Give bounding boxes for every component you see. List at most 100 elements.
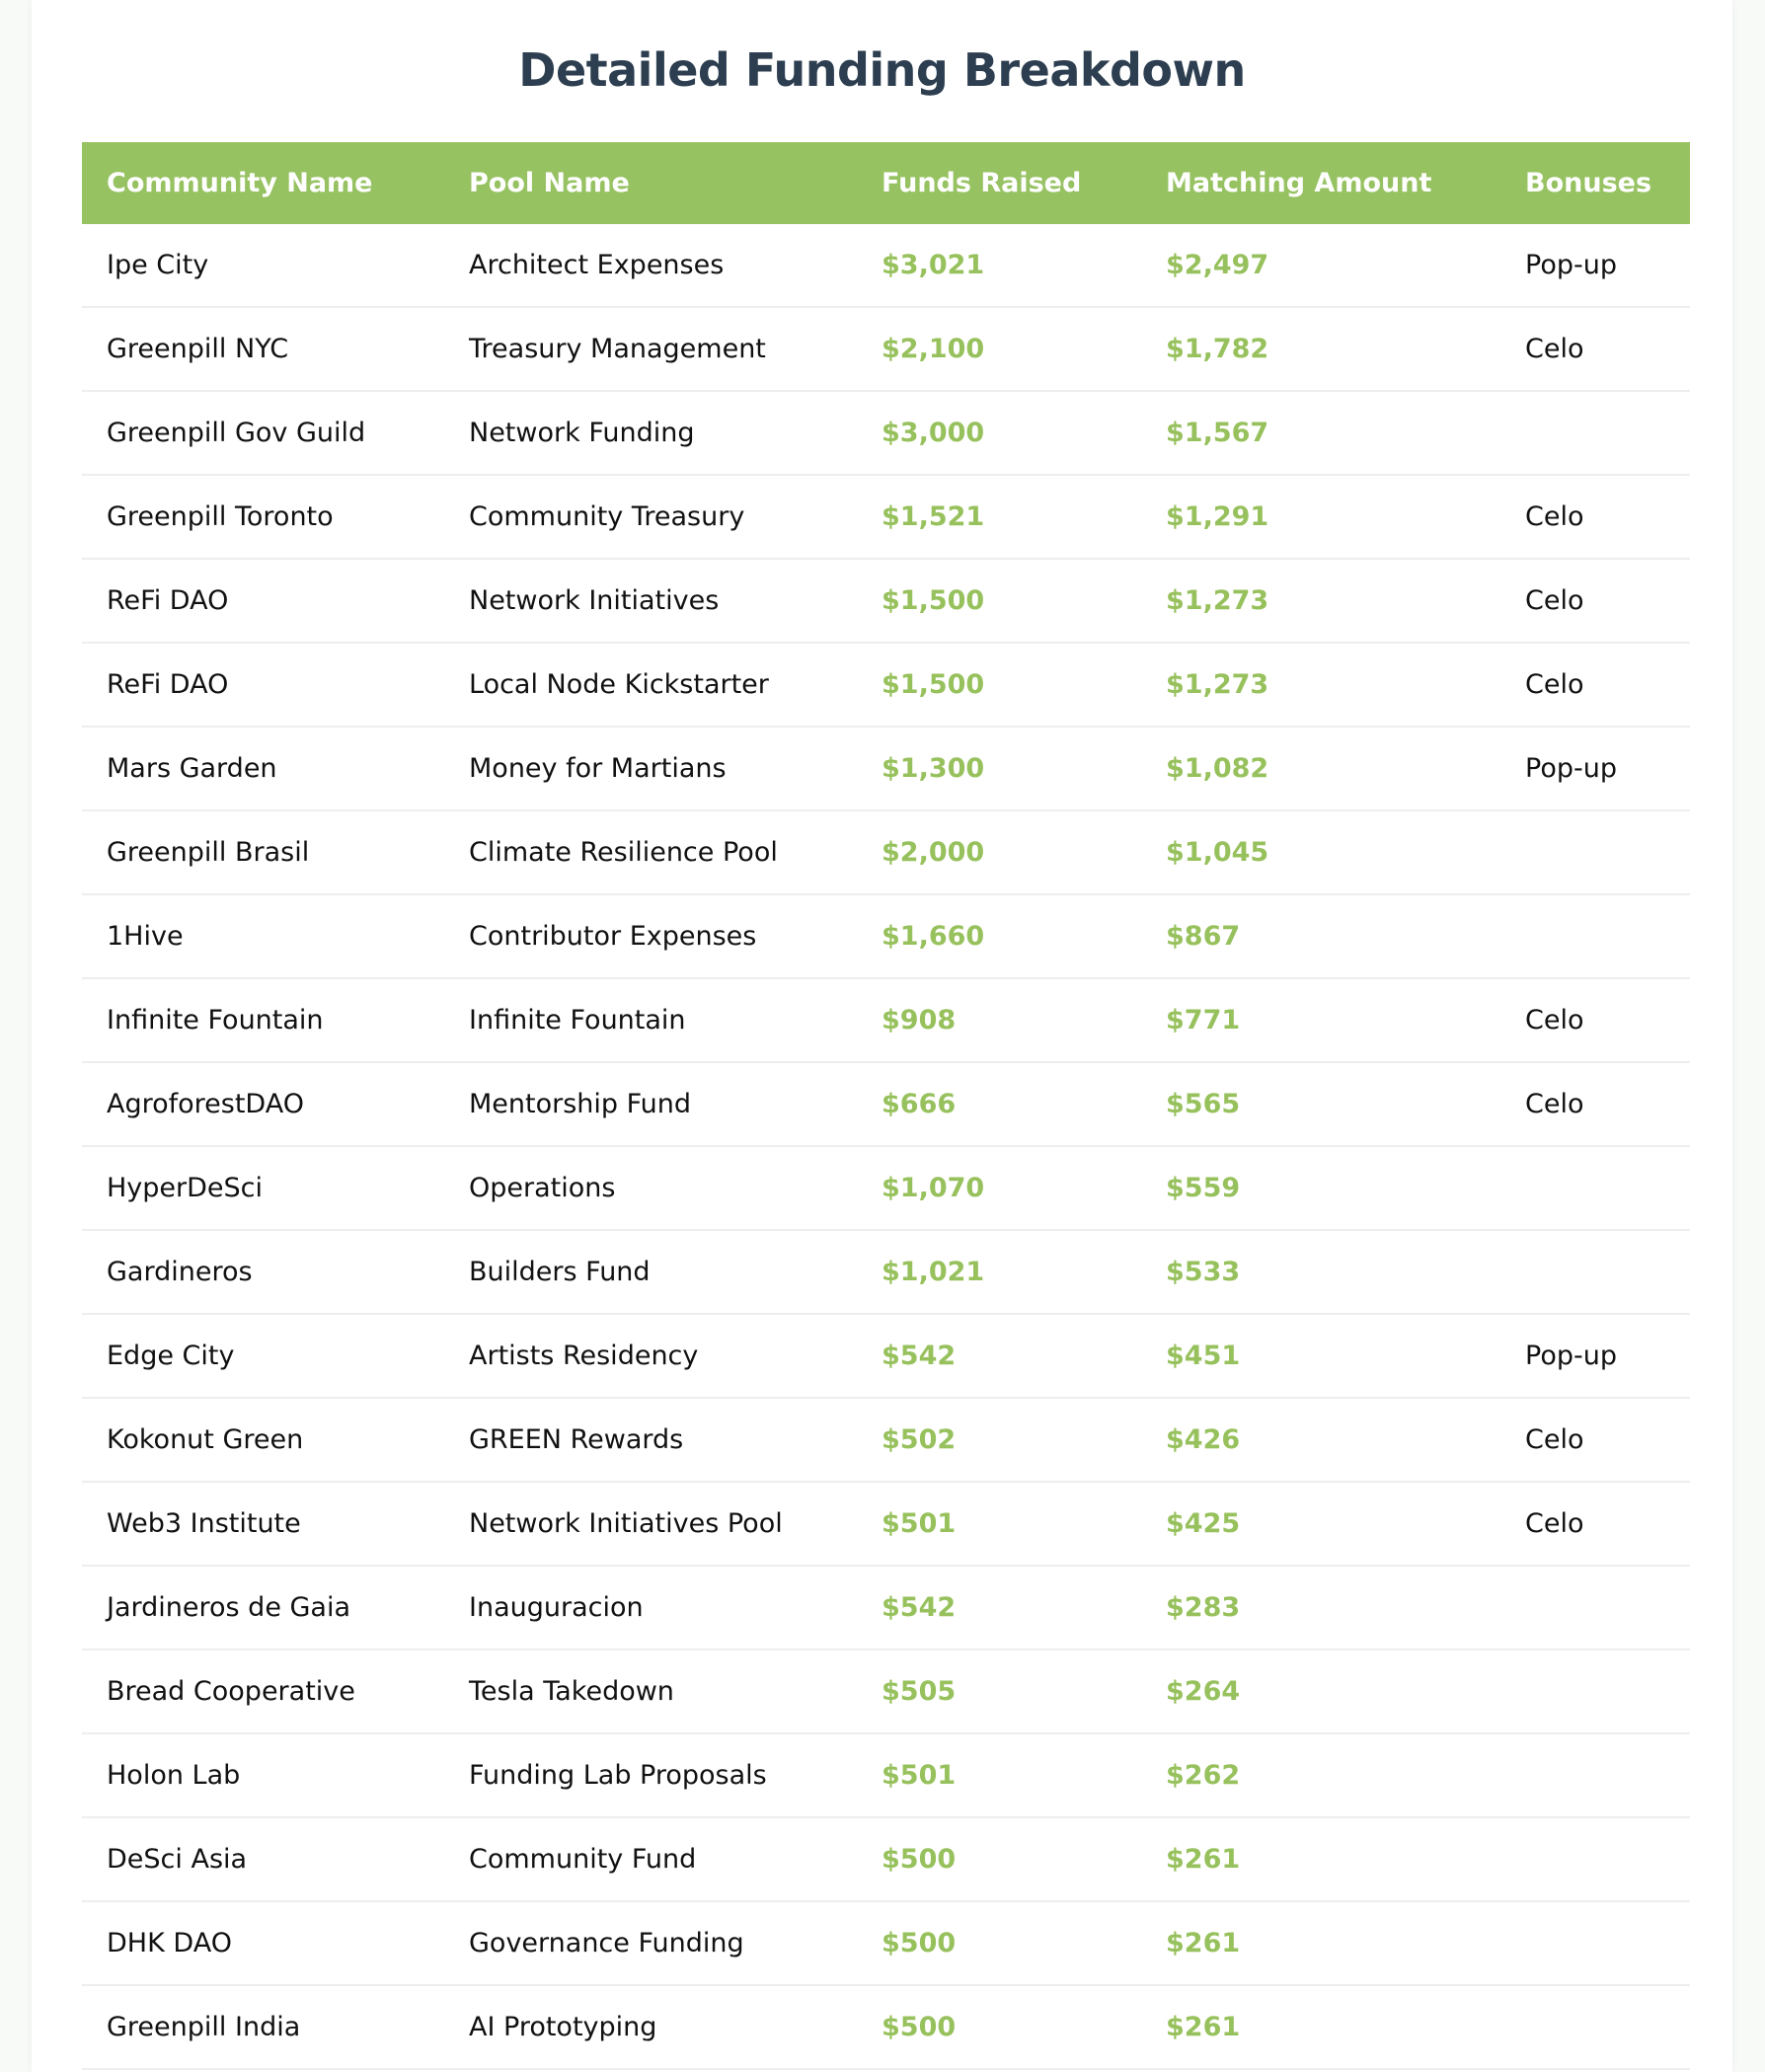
matching-amount-cell: $1,045 xyxy=(1141,810,1500,895)
table-row: Mars Garden Money for Martians $1,300 $1,08… xyxy=(82,727,1690,811)
pool-name-cell: Money for Martians xyxy=(444,727,857,811)
community-name-cell: DeSci Asia xyxy=(82,1817,444,1902)
community-name-cell: Infinite Fountain xyxy=(82,978,444,1063)
matching-amount-cell: $1,567 xyxy=(1141,391,1500,476)
table-row: Jardineros de Gaia Inauguracion $542 $283 xyxy=(82,1566,1690,1650)
bonus-cell: Celo xyxy=(1500,475,1690,560)
funds-raised-cell: $1,070 xyxy=(857,1146,1141,1231)
funds-raised-cell: $1,660 xyxy=(857,894,1141,979)
funds-raised-cell: $1,521 xyxy=(857,475,1141,560)
matching-amount-cell: $261 xyxy=(1141,1817,1500,1902)
bonus-cell: Pop-up xyxy=(1500,1314,1690,1399)
matching-amount-cell: $867 xyxy=(1141,894,1500,979)
column-header-pool[interactable]: Pool Name xyxy=(444,142,857,224)
pool-name-cell: Tesla Takedown xyxy=(444,1650,857,1734)
column-header-community[interactable]: Community Name xyxy=(82,142,444,224)
community-name-cell: Greenpill India xyxy=(82,1985,444,2070)
table-row: Web3 Institute Network Initiatives Pool $5… xyxy=(82,1482,1690,1567)
community-name-cell: AgroforestDAO xyxy=(82,1062,444,1147)
pool-name-cell: Inauguracion xyxy=(444,1566,857,1650)
matching-amount-cell: $771 xyxy=(1141,978,1500,1063)
pool-name-cell: Climate Resilience Pool xyxy=(444,810,857,895)
funds-raised-cell: $3,021 xyxy=(857,224,1141,308)
table-row: Gardineros Builders Fund $1,021 $533 xyxy=(82,1230,1690,1315)
table-row: 1Hive Contributor Expenses $1,660 $867 xyxy=(82,894,1690,979)
funds-raised-cell: $1,021 xyxy=(857,1230,1141,1315)
table-row: DHK DAO Governance Funding $500 $261 xyxy=(82,1901,1690,1986)
funds-raised-cell: $908 xyxy=(857,978,1141,1063)
bonus-cell xyxy=(1500,391,1690,476)
table-row: ReFi DAO Network Initiatives $1,500 $1,273 C… xyxy=(82,559,1690,644)
matching-amount-cell: $1,782 xyxy=(1141,307,1500,392)
funds-raised-cell: $505 xyxy=(857,1650,1141,1734)
matching-amount-cell: $559 xyxy=(1141,1146,1500,1231)
table-row: Greenpill Gov Guild Network Funding $3,000… xyxy=(82,391,1690,476)
matching-amount-cell: $426 xyxy=(1141,1398,1500,1483)
table-row: HyperDeSci Operations $1,070 $559 xyxy=(82,1146,1690,1231)
bonus-cell xyxy=(1500,1230,1690,1315)
table-row: Greenpill Brasil Climate Resilience Pool $… xyxy=(82,810,1690,895)
community-name-cell: DHK DAO xyxy=(82,1901,444,1986)
community-name-cell: HyperDeSci xyxy=(82,1146,444,1231)
matching-amount-cell: $1,291 xyxy=(1141,475,1500,560)
bonus-cell: Pop-up xyxy=(1500,224,1690,308)
pool-name-cell: GREEN Rewards xyxy=(444,1398,857,1483)
bonus-cell xyxy=(1500,1985,1690,2070)
bonus-cell: Celo xyxy=(1500,1062,1690,1147)
community-name-cell: Kokonut Green xyxy=(82,1398,444,1483)
funds-raised-cell: $666 xyxy=(857,1062,1141,1147)
pool-name-cell: Artists Residency xyxy=(444,1314,857,1399)
bonus-cell xyxy=(1500,894,1690,979)
pool-name-cell: Treasury Management xyxy=(444,307,857,392)
matching-amount-cell: $262 xyxy=(1141,1733,1500,1818)
bonus-cell: Celo xyxy=(1500,643,1690,728)
matching-amount-cell: $533 xyxy=(1141,1230,1500,1315)
community-name-cell: Edge City xyxy=(82,1314,444,1399)
column-header-bonuses[interactable]: Bonuses xyxy=(1500,142,1690,224)
bonus-cell: Celo xyxy=(1500,978,1690,1063)
bonus-cell xyxy=(1500,1733,1690,1818)
table-row: DeSci Asia Community Fund $500 $261 xyxy=(82,1817,1690,1902)
table-row: ReFi DAO Local Node Kickstarter $1,500 $1,2… xyxy=(82,643,1690,728)
pool-name-cell: Network Funding xyxy=(444,391,857,476)
pool-name-cell: Contributor Expenses xyxy=(444,894,857,979)
community-name-cell: Mars Garden xyxy=(82,727,444,811)
bonus-cell xyxy=(1500,1650,1690,1734)
matching-amount-cell: $451 xyxy=(1141,1314,1500,1399)
table-row: Greenpill Toronto Community Treasury $1,52… xyxy=(82,475,1690,560)
matching-amount-cell: $1,273 xyxy=(1141,559,1500,644)
pool-name-cell: AI Prototyping xyxy=(444,1985,857,2070)
bonus-cell xyxy=(1500,1146,1690,1231)
matching-amount-cell: $261 xyxy=(1141,1985,1500,2070)
bonus-cell xyxy=(1500,810,1690,895)
pool-name-cell: Operations xyxy=(444,1146,857,1231)
column-header-matching-amount[interactable]: Matching Amount xyxy=(1141,142,1500,224)
community-name-cell: Greenpill Brasil xyxy=(82,810,444,895)
pool-name-cell: Governance Funding xyxy=(444,1901,857,1986)
community-name-cell: Greenpill Toronto xyxy=(82,475,444,560)
matching-amount-cell: $261 xyxy=(1141,1901,1500,1986)
pool-name-cell: Infinite Fountain xyxy=(444,978,857,1063)
community-name-cell: ReFi DAO xyxy=(82,643,444,728)
funds-raised-cell: $2,000 xyxy=(857,810,1141,895)
column-header-funds-raised[interactable]: Funds Raised xyxy=(857,142,1141,224)
table-header-row: Community Name Pool Name Funds Raised Ma… xyxy=(82,142,1690,224)
community-name-cell: Web3 Institute xyxy=(82,1482,444,1567)
community-name-cell: Greenpill Gov Guild xyxy=(82,391,444,476)
community-name-cell: Greenpill NYC xyxy=(82,307,444,392)
pool-name-cell: Funding Lab Proposals xyxy=(444,1733,857,1818)
table-row: Bread Cooperative Tesla Takedown $505 $264 xyxy=(82,1650,1690,1734)
table-row: Kokonut Green GREEN Rewards $502 $426 Celo xyxy=(82,1398,1690,1483)
matching-amount-cell: $565 xyxy=(1141,1062,1500,1147)
matching-amount-cell: $425 xyxy=(1141,1482,1500,1567)
funds-raised-cell: $542 xyxy=(857,1314,1141,1399)
funds-raised-cell: $2,100 xyxy=(857,307,1141,392)
matching-amount-cell: $264 xyxy=(1141,1650,1500,1734)
community-name-cell: 1Hive xyxy=(82,894,444,979)
funds-raised-cell: $501 xyxy=(857,1733,1141,1818)
bonus-cell xyxy=(1500,1566,1690,1650)
funding-card: Detailed Funding Breakdown Community Nam… xyxy=(32,0,1732,2072)
bonus-cell xyxy=(1500,1901,1690,1986)
matching-amount-cell: $1,082 xyxy=(1141,727,1500,811)
matching-amount-cell: $1,273 xyxy=(1141,643,1500,728)
